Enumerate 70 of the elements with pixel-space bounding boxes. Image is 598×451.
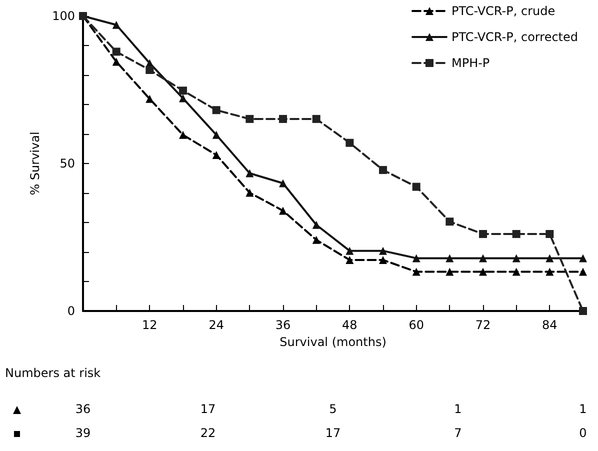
text: 1 (454, 402, 462, 416)
text: 17 (325, 426, 341, 440)
point (412, 254, 420, 262)
x-tick-label: 84 (542, 318, 558, 332)
point (279, 179, 287, 188)
point (579, 254, 587, 262)
point (546, 268, 554, 276)
point (412, 182, 420, 191)
point (146, 94, 154, 103)
point (446, 218, 454, 226)
text: 17 (200, 402, 216, 416)
y-tick-label: 50 (60, 156, 75, 170)
point (279, 206, 287, 215)
point (546, 230, 554, 238)
legend-label: PTC-VCR-P, crude (451, 4, 556, 18)
y-tick-label: 0 (67, 304, 75, 318)
x-axis-title: Survival (months) (280, 334, 386, 349)
point (446, 254, 454, 262)
point (212, 150, 220, 159)
point (312, 220, 320, 229)
point (512, 230, 520, 238)
point (546, 254, 554, 262)
point (579, 307, 587, 315)
text: 7 (454, 426, 462, 440)
x-tick-label: 12 (142, 318, 158, 332)
point (246, 169, 254, 178)
legend-label: MPH-P (451, 56, 490, 70)
x-tick-label: 72 (475, 318, 491, 332)
point (179, 86, 187, 95)
point (479, 254, 487, 262)
point (479, 230, 487, 238)
text: 1 (579, 402, 587, 416)
text: 5 (329, 402, 337, 416)
point (346, 246, 354, 255)
point (112, 48, 120, 56)
point (512, 268, 520, 276)
point (112, 20, 120, 29)
x-tick-label: 48 (342, 318, 358, 332)
legend-label: PTC-VCR-P, corrected (451, 30, 578, 44)
point (146, 66, 154, 74)
x-tick-label: 24 (208, 318, 224, 332)
point (512, 254, 520, 262)
point (379, 166, 387, 174)
point (446, 268, 454, 276)
point (312, 114, 320, 123)
point (279, 114, 287, 123)
y-tick-label: 100 (52, 9, 75, 23)
point (579, 268, 587, 276)
text: 22 (200, 426, 216, 440)
point (379, 256, 387, 264)
text: 39 (75, 426, 91, 440)
point (412, 268, 420, 276)
y-axis-title: % Survival (28, 132, 42, 196)
point (479, 268, 487, 276)
point (379, 246, 387, 255)
x-tick-label: 60 (408, 318, 424, 332)
point (212, 130, 220, 139)
text: 0 (579, 426, 587, 440)
point (346, 256, 354, 264)
point (246, 114, 254, 123)
point (312, 236, 320, 244)
point (179, 130, 187, 139)
point (212, 106, 220, 114)
point (179, 94, 187, 102)
x-tick-label: 36 (275, 318, 291, 332)
text: Numbers at risk (5, 366, 101, 380)
point (346, 138, 354, 147)
point (246, 188, 254, 197)
text: 36 (75, 402, 91, 416)
point (112, 58, 120, 66)
